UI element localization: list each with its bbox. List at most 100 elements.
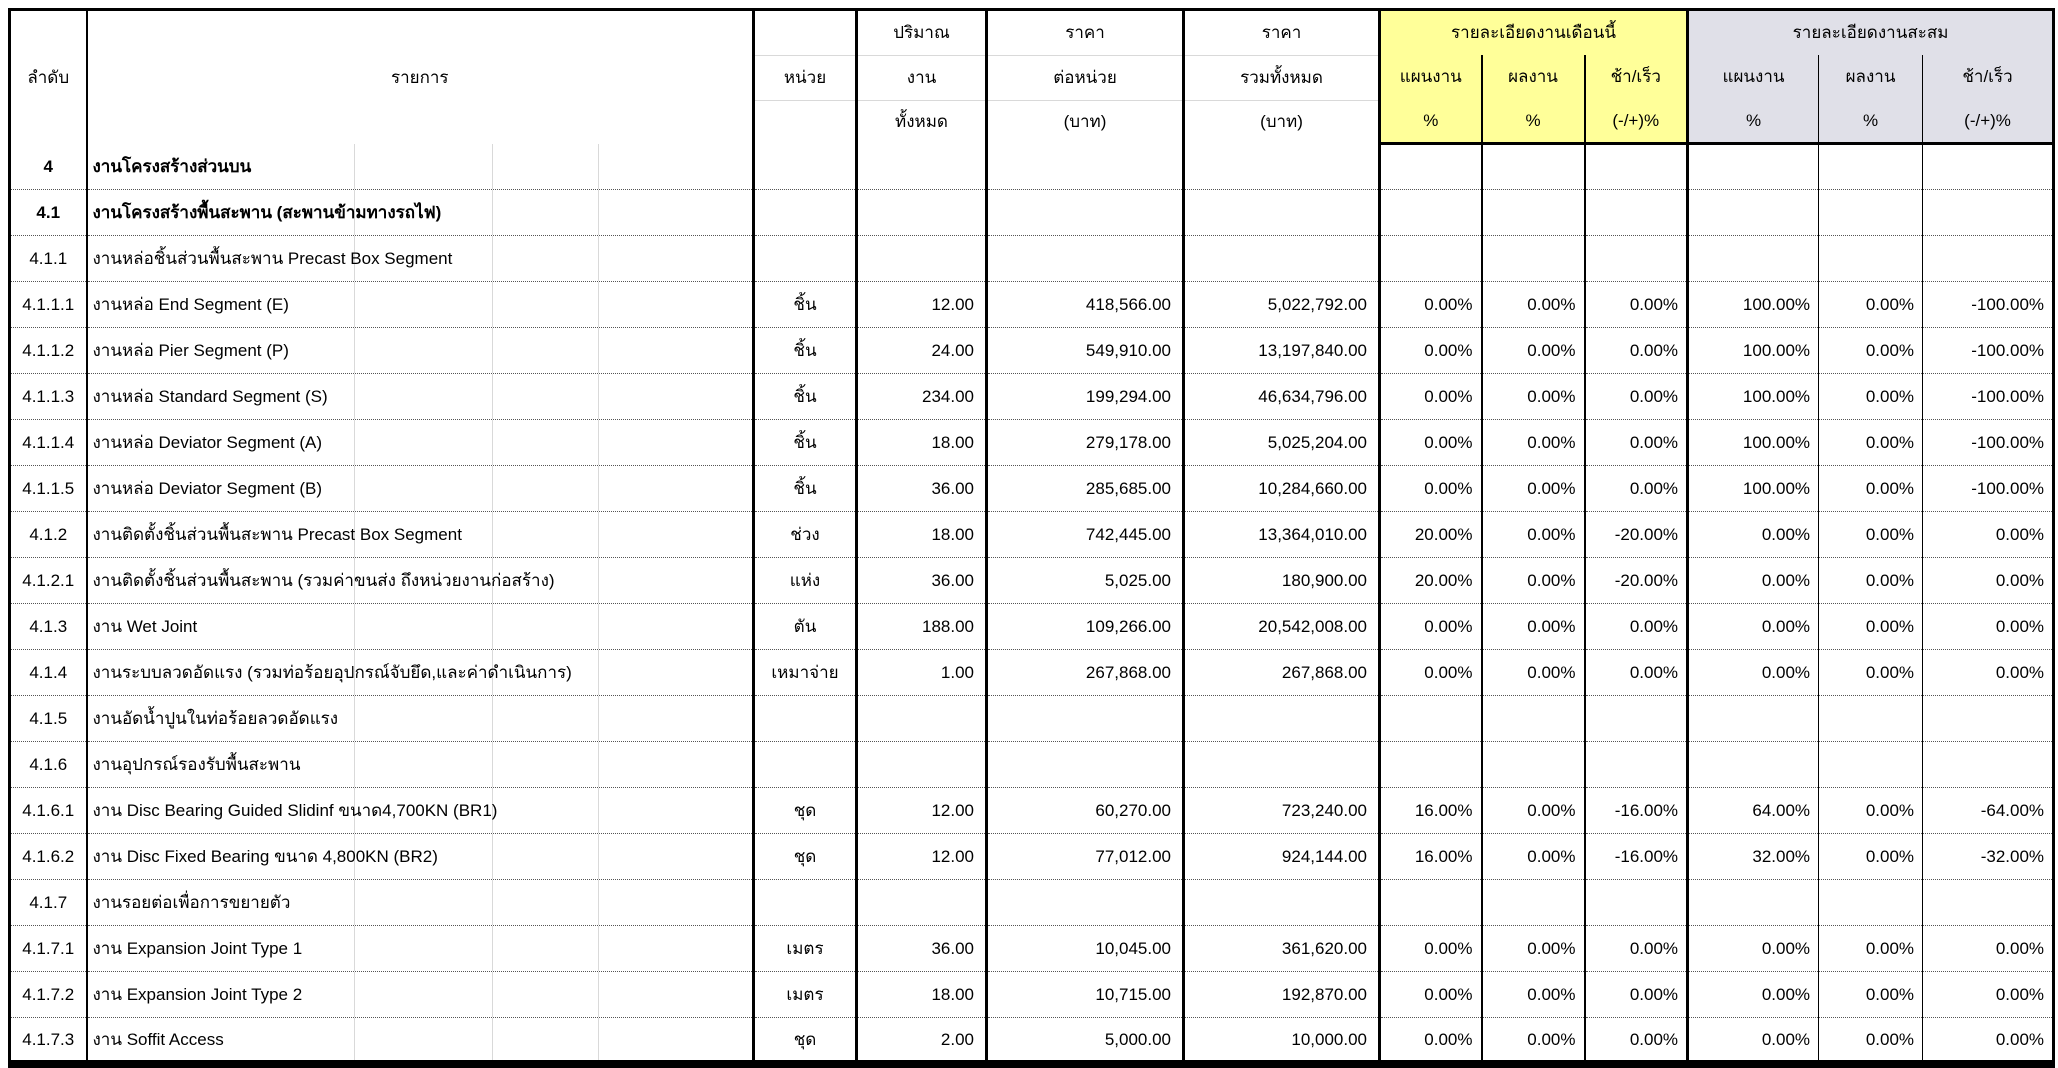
progress-table: ลำดับ รายการ หน่วย ปริมาณ งาน ทั้งหมด รา… <box>8 8 2055 1060</box>
table-row: 4.1.3 งาน Wet Joint ตัน 188.00 109,266.00 20,… <box>9 603 2054 650</box>
cell-mp: 0.00% <box>1378 419 1482 466</box>
cell-mp <box>1378 879 1482 926</box>
cell-item: งาน Disc Bearing Guided Slidinf ขนาด4,70… <box>85 787 754 834</box>
cell-tp: 180,900.00 <box>1182 557 1380 604</box>
cell-ca: 0.00% <box>1818 833 1923 880</box>
cell-up: 5,025.00 <box>985 557 1184 604</box>
cell-item: งานหล่อ Deviator Segment (A) <box>85 419 754 466</box>
cell-up: 5,000.00 <box>985 1017 1184 1060</box>
cell-tp <box>1182 879 1380 926</box>
cell-ca <box>1818 879 1923 926</box>
cell-item: งานโครงสร้างพื้นสะพาน (สะพานข้ามทางรถไฟ) <box>85 189 754 236</box>
cell-ca: 0.00% <box>1818 649 1923 696</box>
cell-cp: 100.00% <box>1686 465 1819 512</box>
cell-ma <box>1480 189 1585 236</box>
cell-up: 60,270.00 <box>985 787 1184 834</box>
cell-item: งานอัดน้ำปูนในท่อร้อยลวดอัดแรง <box>85 695 754 742</box>
table-row: 4.1.7.2 งาน Expansion Joint Type 2 เมตร 18.… <box>9 971 2054 1018</box>
col-header-no: ลำดับ <box>27 67 70 87</box>
total-price-header-line: (บาท) <box>1260 111 1303 131</box>
cell-tp: 723,240.00 <box>1182 787 1380 834</box>
cell-tp <box>1182 235 1380 282</box>
cell-mp: 0.00% <box>1378 373 1482 420</box>
cell-tp <box>1182 143 1380 190</box>
cell-qty: 36.00 <box>855 557 987 604</box>
cell-tp <box>1182 695 1380 742</box>
cell-cp: 0.00% <box>1686 557 1819 604</box>
cell-mp: 20.00% <box>1378 511 1482 558</box>
cell-qty <box>855 695 987 742</box>
cell-item: งาน Soffit Access <box>85 1017 754 1060</box>
cell-qty <box>855 189 987 236</box>
cell-cp <box>1686 143 1819 190</box>
cell-mp: 20.00% <box>1378 557 1482 604</box>
cell-unit: ชุด <box>752 1017 857 1060</box>
cell-ca <box>1818 189 1923 236</box>
cell-mp <box>1378 741 1482 788</box>
subheader-cumulative-plan: แผนงาน % <box>1686 54 1819 145</box>
cell-up: 285,685.00 <box>985 465 1184 512</box>
cell-unit <box>752 695 857 742</box>
cell-ma <box>1480 879 1585 926</box>
cell-unit: เมตร <box>752 925 857 972</box>
cell-no: 4.1.6.1 <box>9 787 87 834</box>
header-row-sub: แผนงาน % ผลงาน % ช้า/เร็ว (-/+)% <box>10 54 2054 145</box>
header-row-groups: ลำดับ รายการ หน่วย ปริมาณ งาน ทั้งหมด รา… <box>10 9 2054 144</box>
cell-ca: 0.00% <box>1818 465 1923 512</box>
cell-md: 0.00% <box>1583 925 1688 972</box>
cell-mp: 0.00% <box>1378 925 1482 972</box>
table-row: 4.1.1.5 งานหล่อ Deviator Segment (B) ชิ้น 3… <box>9 465 2054 512</box>
unit-price-header-line: ราคา <box>1065 23 1105 43</box>
cell-cd: -64.00% <box>1922 787 2054 834</box>
cell-up: 199,294.00 <box>985 373 1184 420</box>
cell-tp: 192,870.00 <box>1182 971 1380 1018</box>
cell-up <box>985 695 1184 742</box>
cell-ca: 0.00% <box>1818 511 1923 558</box>
cell-unit: ชิ้น <box>752 373 857 420</box>
cell-up: 10,715.00 <box>985 971 1184 1018</box>
cell-unit: ช่วง <box>752 511 857 558</box>
cell-tp: 13,364,010.00 <box>1182 511 1380 558</box>
cell-up <box>985 143 1184 190</box>
cell-tp: 267,868.00 <box>1182 649 1380 696</box>
quantity-header-line: ปริมาณ <box>893 23 950 43</box>
cell-ma: 0.00% <box>1480 649 1585 696</box>
cell-cp: 0.00% <box>1686 1017 1819 1060</box>
cell-md <box>1583 143 1688 190</box>
cell-qty: 1.00 <box>855 649 987 696</box>
cell-qty: 18.00 <box>855 971 987 1018</box>
cell-up <box>985 879 1184 926</box>
cell-unit: ตัน <box>752 603 857 650</box>
cell-mp <box>1378 189 1482 236</box>
cell-tp <box>1182 741 1380 788</box>
cell-no: 4 <box>43 156 53 176</box>
cell-up: 279,178.00 <box>985 419 1184 466</box>
cell-ca <box>1818 695 1923 742</box>
cell-qty: 36.00 <box>855 465 987 512</box>
cell-md <box>1583 189 1688 236</box>
cell-item: งานรอยต่อเพื่อการขยายตัว <box>85 879 754 926</box>
col-header-unit-price: ราคา ต่อหน่วย (บาท) <box>985 9 1184 144</box>
cell-no: 4.1.7.3 <box>9 1017 87 1060</box>
cell-qty: 12.00 <box>855 281 987 328</box>
cell-cp: 100.00% <box>1686 373 1819 420</box>
cell-md: -16.00% <box>1583 833 1688 880</box>
subheader-cumulative-diff: ช้า/เร็ว (-/+)% <box>1922 54 2054 145</box>
cell-cp: 0.00% <box>1686 603 1819 650</box>
cell-qty: 188.00 <box>855 603 987 650</box>
cell-cp: 100.00% <box>1686 419 1819 466</box>
cell-tp <box>1182 189 1380 236</box>
cell-qty <box>855 235 987 282</box>
cell-cd: 0.00% <box>1922 925 2054 972</box>
cell-unit: ชุด <box>752 787 857 834</box>
cell-no: 4.1.4 <box>9 649 87 696</box>
cell-md: 0.00% <box>1583 603 1688 650</box>
cell-ma: 0.00% <box>1480 1017 1585 1060</box>
col-header-total-price: ราคา รวมทั้งหมด (บาท) <box>1182 9 1380 144</box>
cell-cp <box>1686 235 1819 282</box>
cell-mp: 16.00% <box>1378 833 1482 880</box>
cell-cd: 0.00% <box>1922 1017 2054 1060</box>
cell-ma: 0.00% <box>1480 511 1585 558</box>
cell-mp: 0.00% <box>1378 603 1482 650</box>
cell-up: 742,445.00 <box>985 511 1184 558</box>
